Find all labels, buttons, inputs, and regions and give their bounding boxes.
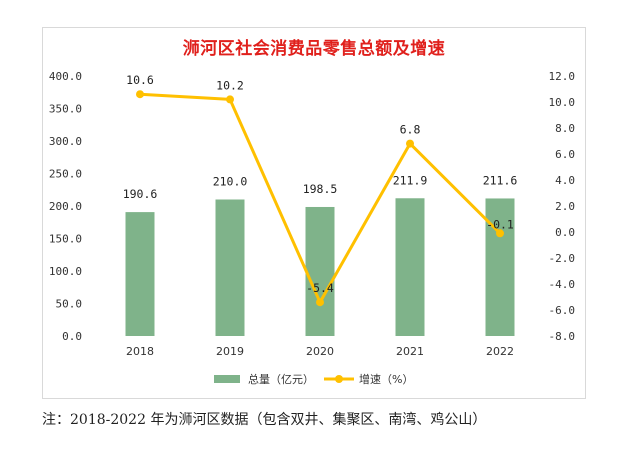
line-data-label: -0.1 bbox=[486, 217, 514, 231]
line-data-label: 10.6 bbox=[126, 73, 154, 87]
line-data-label: 6.8 bbox=[400, 123, 421, 137]
line-data-label: -5.4 bbox=[306, 281, 334, 295]
left-tick-label: 250.0 bbox=[49, 168, 82, 181]
right-tick-label: 4.0 bbox=[555, 174, 575, 187]
x-tick-label: 2018 bbox=[126, 345, 154, 358]
x-tick-label: 2019 bbox=[216, 345, 244, 358]
chart-title: 浉河区社会消费品零售总额及增速 bbox=[182, 39, 446, 59]
left-tick-label: 100.0 bbox=[49, 265, 82, 278]
right-tick-label: 12.0 bbox=[549, 70, 576, 83]
x-tick-label: 2021 bbox=[396, 345, 424, 358]
left-tick-label: 350.0 bbox=[49, 103, 82, 116]
left-tick-label: 200.0 bbox=[49, 200, 82, 213]
left-tick-label: 50.0 bbox=[56, 298, 83, 311]
bar-series: 190.6 210.0 198.5 211.9 211.6 bbox=[123, 173, 518, 336]
legend: 总量（亿元） 增速（%） bbox=[214, 372, 413, 386]
right-tick-label: 6.0 bbox=[555, 148, 575, 161]
legend-bar-label: 总量（亿元） bbox=[248, 372, 314, 386]
right-tick-label: 8.0 bbox=[555, 122, 575, 135]
right-axis-ticks: -8.0 -6.0 -4.0 -2.0 0.0 2.0 4.0 6.0 8.0 10.0 12.0 bbox=[549, 70, 576, 343]
line-point bbox=[136, 90, 144, 99]
x-axis-ticks: 2018 2019 2020 2021 2022 bbox=[126, 345, 514, 358]
right-tick-label: -6.0 bbox=[549, 304, 576, 317]
legend-bar-swatch bbox=[214, 375, 240, 383]
x-tick-label: 2020 bbox=[306, 345, 334, 358]
right-tick-label: -2.0 bbox=[549, 252, 576, 265]
bar-data-label: 211.9 bbox=[393, 173, 428, 187]
right-tick-label: 0.0 bbox=[555, 226, 575, 239]
left-tick-label: 150.0 bbox=[49, 233, 82, 246]
left-tick-label: 400.0 bbox=[49, 70, 82, 83]
bar bbox=[305, 206, 335, 336]
right-tick-label: -4.0 bbox=[549, 278, 576, 291]
bar bbox=[215, 199, 245, 336]
legend-line-label: 增速（%） bbox=[359, 372, 413, 386]
bar-data-label: 210.0 bbox=[213, 175, 248, 189]
line-data-label: 10.2 bbox=[216, 78, 244, 92]
bar-data-label: 211.6 bbox=[483, 173, 518, 187]
line-point bbox=[226, 95, 234, 104]
chart-frame bbox=[42, 27, 586, 399]
right-tick-label: -8.0 bbox=[549, 330, 576, 343]
line-point bbox=[316, 298, 324, 307]
legend-line-marker bbox=[335, 375, 343, 383]
line-point bbox=[406, 139, 414, 148]
footnote: 注：2018-2022 年为浉河区数据（包含双井、集聚区、南湾、鸡公山） bbox=[42, 412, 487, 428]
bar bbox=[125, 212, 155, 336]
line-point bbox=[496, 229, 504, 238]
right-tick-label: 10.0 bbox=[549, 96, 576, 109]
bar bbox=[485, 198, 515, 336]
right-tick-label: 2.0 bbox=[555, 200, 575, 213]
bar-data-label: 198.5 bbox=[303, 182, 338, 196]
line-series: 10.6 10.2 -5.4 6.8 -0.1 bbox=[126, 73, 514, 307]
bar bbox=[395, 198, 425, 336]
x-tick-label: 2022 bbox=[486, 345, 514, 358]
left-tick-label: 0.0 bbox=[62, 330, 82, 343]
bar-data-label: 190.6 bbox=[123, 187, 158, 201]
left-axis-ticks: 0.0 50.0 100.0 150.0 200.0 250.0 300.0 350.0 400… bbox=[49, 70, 82, 343]
left-tick-label: 300.0 bbox=[49, 135, 82, 148]
